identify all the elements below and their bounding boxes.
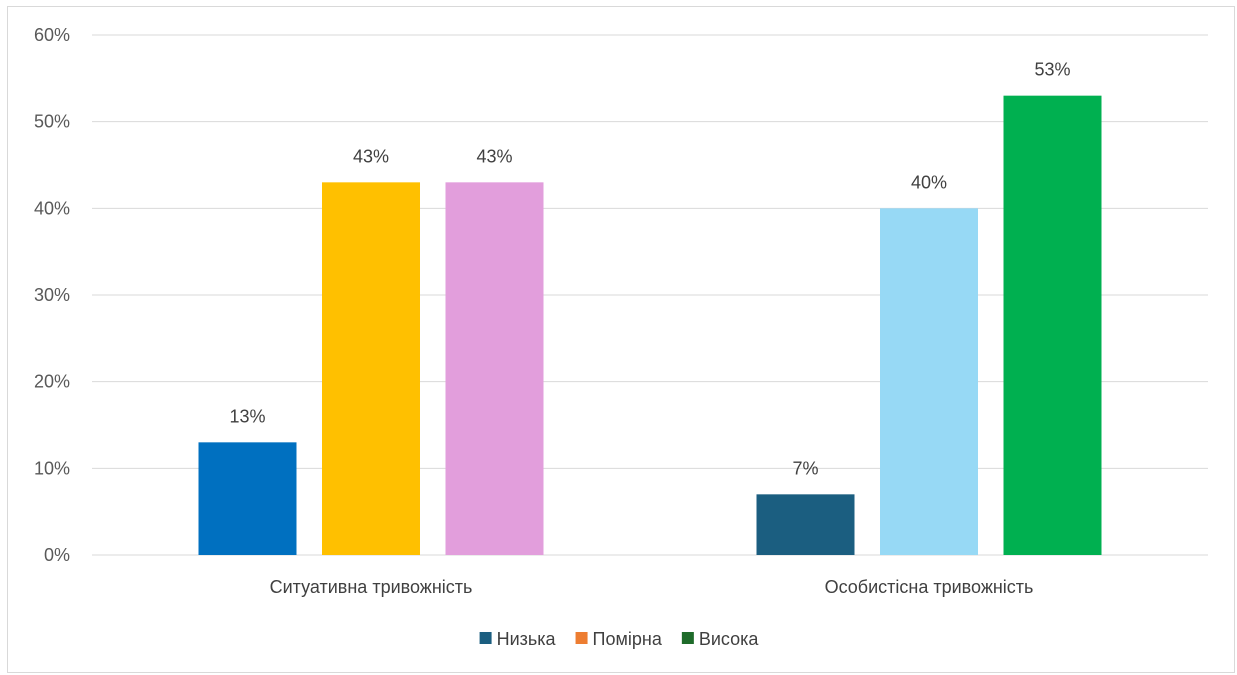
legend-label: Висока bbox=[699, 629, 760, 649]
y-tick-label: 60% bbox=[34, 25, 70, 45]
legend-swatch bbox=[575, 632, 588, 644]
legend-label: Низька bbox=[497, 629, 557, 649]
x-tick-label: Ситуативна тривожність bbox=[270, 577, 473, 597]
x-tick-label: Особистісна тривожність bbox=[825, 577, 1034, 597]
legend-swatch bbox=[681, 632, 694, 644]
bar bbox=[198, 442, 297, 555]
y-tick-label: 10% bbox=[34, 458, 70, 478]
y-tick-label: 0% bbox=[44, 545, 70, 565]
x-axis: Ситуативна тривожність Особистісна тривож… bbox=[270, 577, 1034, 597]
data-label: 43% bbox=[476, 146, 512, 166]
data-label: 7% bbox=[792, 458, 818, 478]
bar bbox=[756, 494, 855, 555]
y-tick-label: 20% bbox=[34, 372, 70, 392]
legend: Низька Помірна Висока bbox=[479, 629, 760, 649]
bars bbox=[198, 95, 1102, 556]
bar bbox=[880, 208, 978, 556]
bar bbox=[445, 182, 544, 556]
legend-label: Помірна bbox=[593, 629, 663, 649]
bar bbox=[322, 182, 420, 556]
legend-swatch bbox=[479, 632, 492, 644]
y-axis: 0% 10% 20% 30% 40% 50% 60% bbox=[34, 25, 70, 565]
data-label: 43% bbox=[353, 146, 389, 166]
data-labels: 13% 43% 43% 7% 40% 53% bbox=[229, 60, 1070, 479]
y-tick-label: 50% bbox=[34, 112, 70, 132]
bar bbox=[1003, 95, 1102, 556]
data-label: 53% bbox=[1034, 60, 1070, 80]
y-tick-label: 30% bbox=[34, 285, 70, 305]
data-label: 13% bbox=[229, 406, 265, 426]
data-label: 40% bbox=[911, 172, 947, 192]
y-tick-label: 40% bbox=[34, 198, 70, 218]
